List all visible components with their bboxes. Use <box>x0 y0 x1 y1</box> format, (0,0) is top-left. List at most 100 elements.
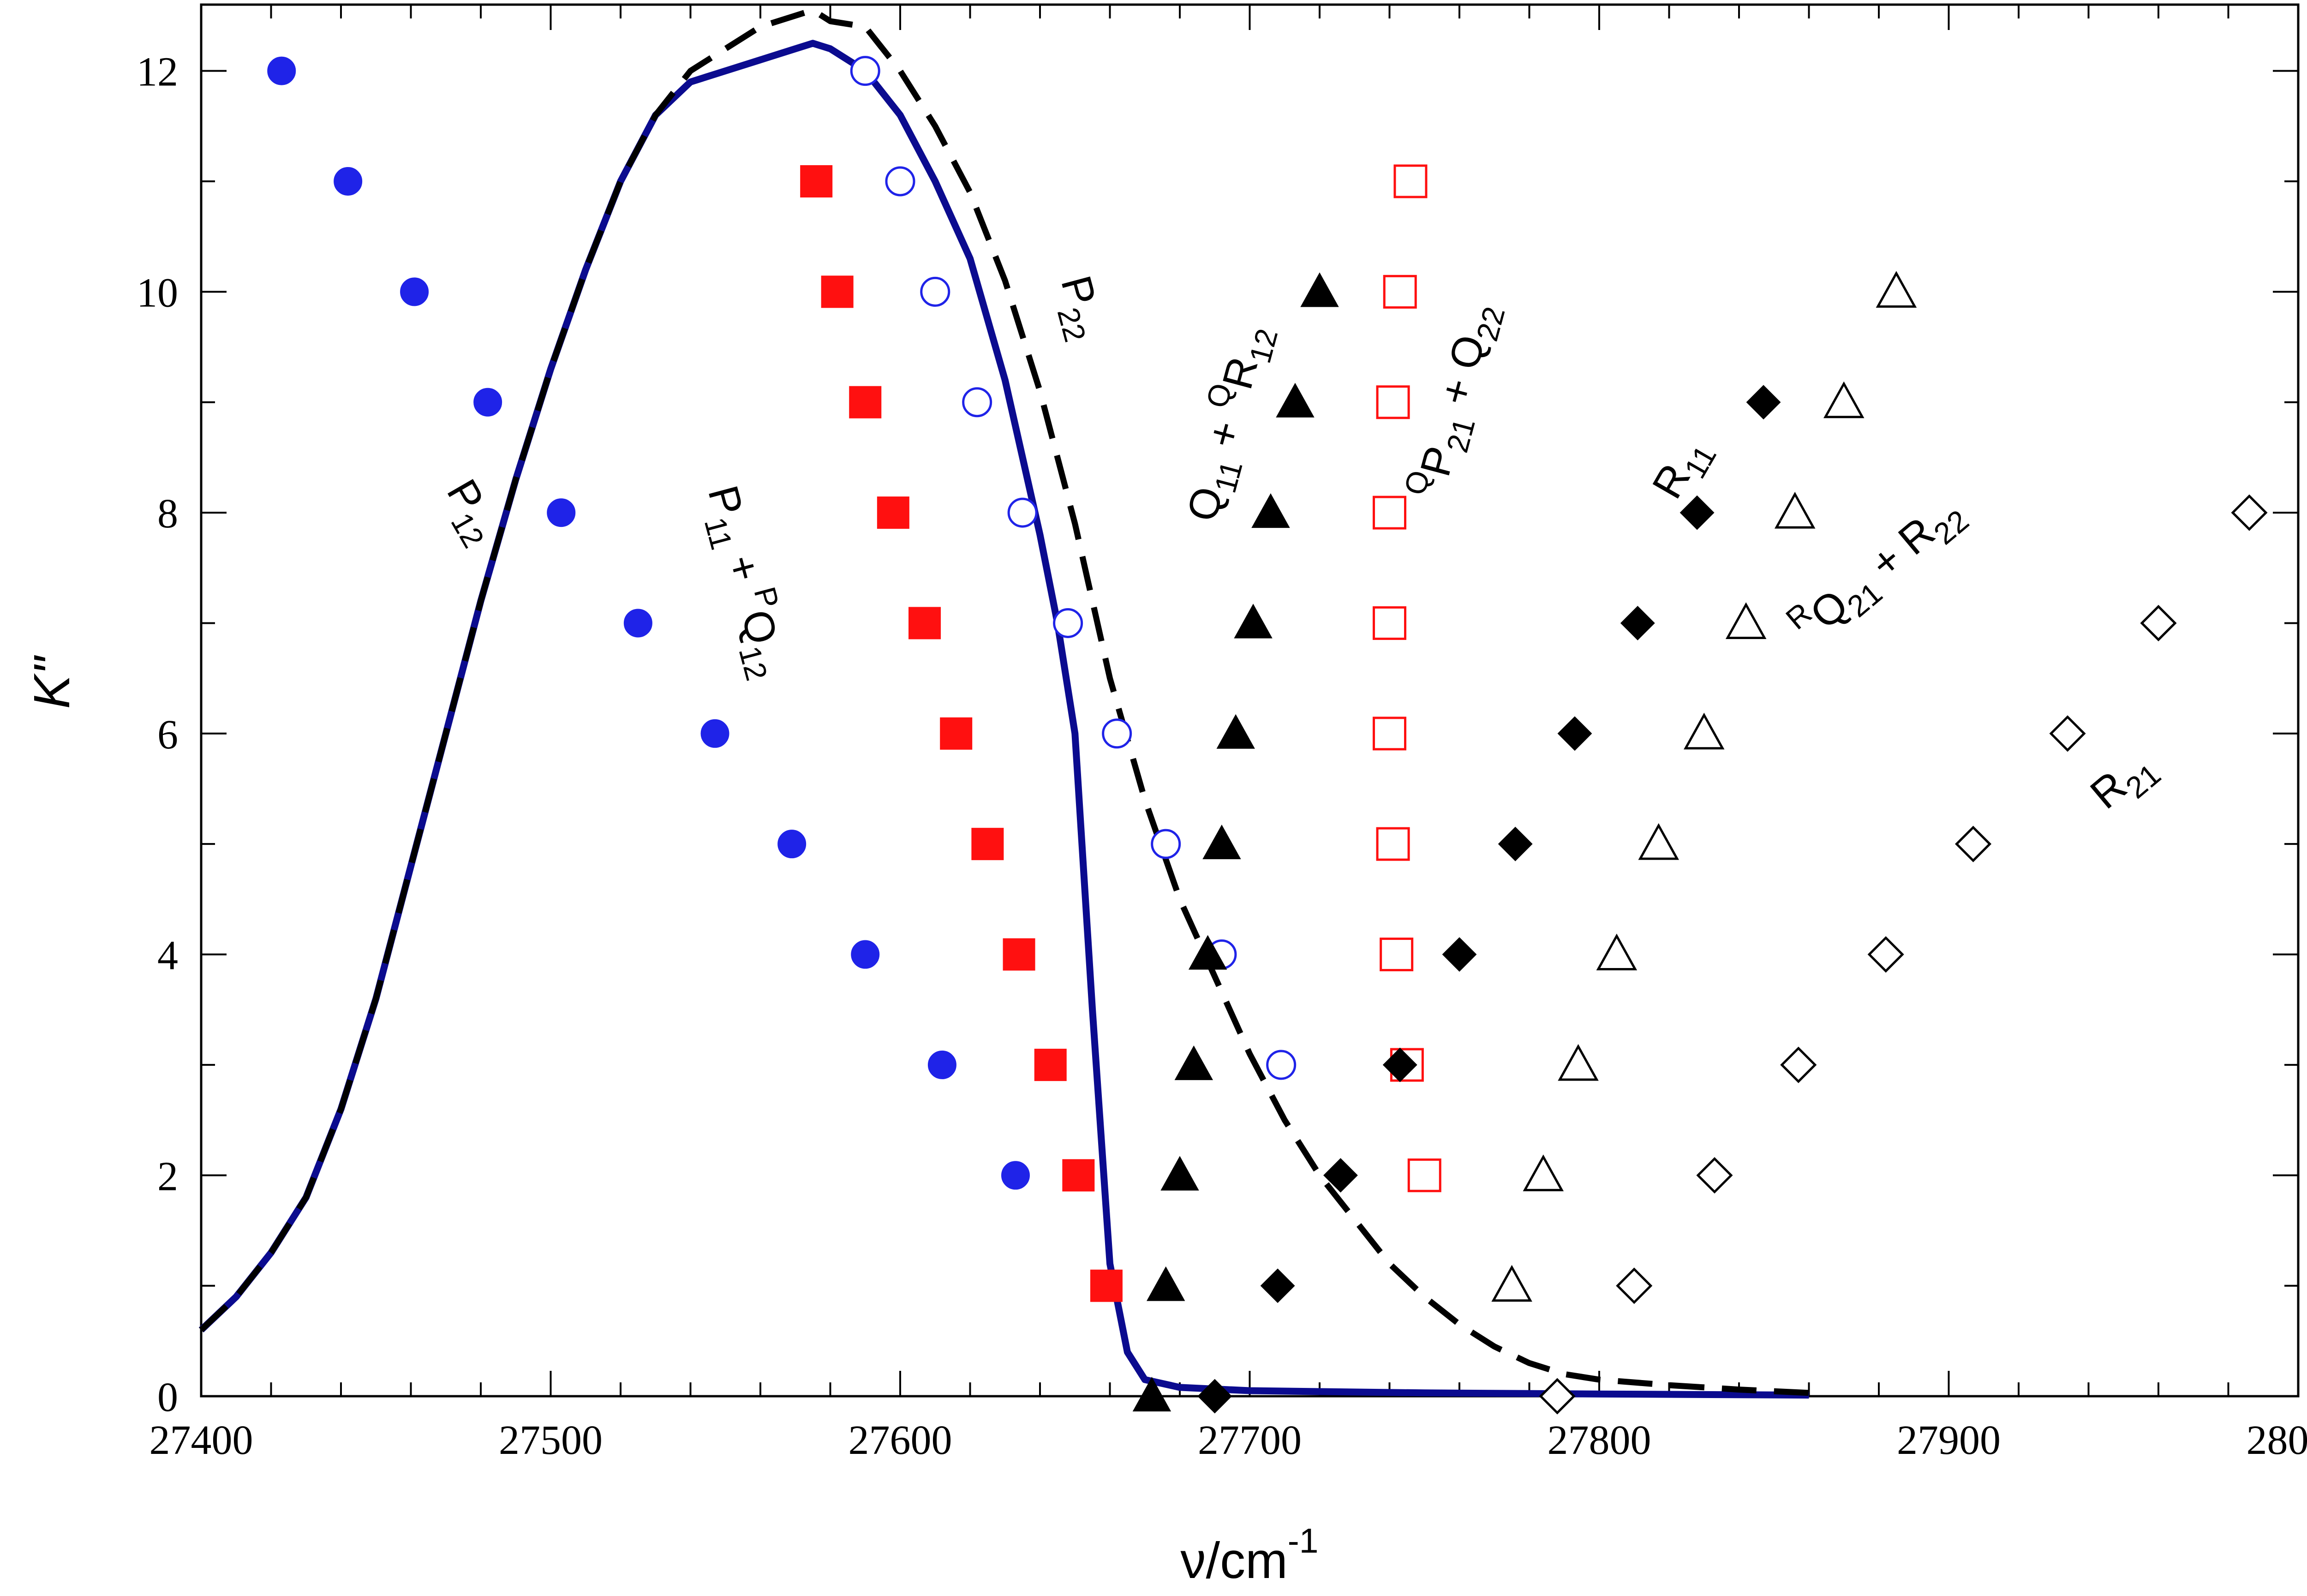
y-tick-label: 0 <box>157 1375 178 1420</box>
p11-pq12-point <box>1003 938 1035 971</box>
p12-point <box>927 1050 956 1079</box>
p11-pq12-point <box>877 496 909 529</box>
annotation-p11: P11 + PQ12 <box>691 478 803 684</box>
x-tick-label: 28000 <box>2247 1417 2307 1463</box>
r11-point <box>1442 937 1477 972</box>
p22-point <box>885 166 915 197</box>
p12-point <box>777 830 807 859</box>
p12-point <box>623 609 652 638</box>
qp21-q22-point <box>1373 606 1406 640</box>
q11-qr12-point <box>1174 1045 1213 1080</box>
q11-qr12-point <box>1234 604 1273 639</box>
annotation-q11: Q11 + QR12 <box>1170 317 1284 528</box>
x-tick-label: 27800 <box>1548 1417 1651 1463</box>
p11-pq12-point <box>849 386 882 418</box>
p12-point <box>547 498 576 527</box>
r21-point <box>1539 1378 1576 1415</box>
r11-point <box>1382 1047 1417 1082</box>
r21-point <box>1616 1267 1653 1304</box>
p12-point <box>267 56 296 85</box>
r21-point <box>1696 1157 1733 1194</box>
rq21-r22-point <box>1596 933 1638 971</box>
r21-point <box>2140 604 2177 641</box>
annotation-r11: R11 <box>1644 429 1723 510</box>
annotation-qp21: QP21 + Q22 <box>1398 295 1512 506</box>
p22-point <box>1053 608 1083 638</box>
q11-qr12-point <box>1276 383 1315 418</box>
x-tick-label: 27900 <box>1897 1417 2001 1463</box>
p11-pq12-point <box>1062 1159 1095 1192</box>
qp21-q22-point <box>1383 275 1417 309</box>
y-tick-label: 4 <box>157 933 178 979</box>
qp21-q22-point <box>1373 717 1406 751</box>
solid-profile-curve <box>198 40 1809 1399</box>
r11-point <box>1323 1158 1358 1193</box>
x-tick-label: 27600 <box>849 1417 952 1463</box>
q11-qr12-point <box>1188 935 1227 970</box>
qp21-q22-point <box>1380 938 1414 972</box>
p12-point <box>334 167 363 196</box>
dashed-profile-curve <box>199 7 1809 1396</box>
q11-qr12-point <box>1132 1376 1171 1411</box>
data-markers <box>267 56 2268 1415</box>
annotation-r21: R21 <box>2082 741 2167 825</box>
annotation-p22: P22 <box>1044 271 1114 346</box>
x-tick-label: 27400 <box>149 1417 253 1463</box>
r11-point <box>1746 385 1781 420</box>
x-tick-label: 27700 <box>1198 1417 1302 1463</box>
rq21-r22-point <box>1725 602 1767 639</box>
p22-point <box>1102 718 1132 749</box>
p12-point <box>473 388 502 417</box>
p22-point <box>1266 1050 1297 1080</box>
p11-pq12-point <box>971 828 1004 861</box>
r21-point <box>2049 715 2086 752</box>
r21-point <box>2231 494 2268 531</box>
q11-qr12-point <box>1147 1266 1185 1301</box>
p12-point <box>700 719 729 748</box>
p22-point <box>962 387 992 418</box>
p11-pq12-point <box>908 607 941 640</box>
r21-point <box>1954 825 1992 862</box>
qp21-q22-point <box>1376 385 1410 419</box>
y-tick-label: 2 <box>157 1154 178 1199</box>
rq21-r22-point <box>1876 271 1917 308</box>
p22-point <box>920 276 950 307</box>
r11-point <box>1620 606 1655 640</box>
rq21-r22-point <box>1823 381 1865 418</box>
x-axis-title-main: ν/cm <box>1181 1532 1288 1589</box>
x-axis-title: ν/cm-1 <box>1181 1521 1319 1589</box>
rq21-r22-point <box>1638 823 1679 860</box>
p11-pq12-point <box>940 717 973 750</box>
p11-pq12-point <box>1090 1269 1123 1302</box>
p11-pq12-point <box>1034 1048 1067 1081</box>
r11-point <box>1557 716 1592 751</box>
plot-area <box>200 3 2300 1398</box>
q11-qr12-point <box>1251 493 1290 528</box>
qp21-q22-point <box>1376 827 1410 861</box>
y-tick-label: 10 <box>137 270 178 316</box>
r21-point <box>1867 936 1904 973</box>
r11-point <box>1260 1268 1295 1303</box>
x-axis-title-superscript: -1 <box>1288 1521 1319 1560</box>
p22-point <box>1007 497 1038 528</box>
q11-qr12-point <box>1300 272 1339 307</box>
x-tick-label: 27500 <box>499 1417 603 1463</box>
p12-point <box>400 277 429 306</box>
profile-curves <box>198 7 1809 1399</box>
p12-point <box>851 940 880 969</box>
q11-qr12-point <box>1216 714 1255 749</box>
p22-point <box>850 56 880 86</box>
qp21-q22-point <box>1373 496 1406 530</box>
y-axis-title: K" <box>24 655 80 709</box>
y-tick-label: 8 <box>157 491 178 537</box>
r11-point <box>1498 826 1533 861</box>
annotation-rq21: RQ21 + R22 <box>1779 480 1975 659</box>
qp21-q22-point <box>1407 1158 1441 1192</box>
rq21-r22-point <box>1523 1154 1564 1191</box>
p12-point <box>1001 1161 1030 1190</box>
rq21-r22-point <box>1558 1044 1599 1081</box>
rq21-r22-point <box>1684 712 1725 750</box>
y-tick-label: 6 <box>157 712 178 758</box>
